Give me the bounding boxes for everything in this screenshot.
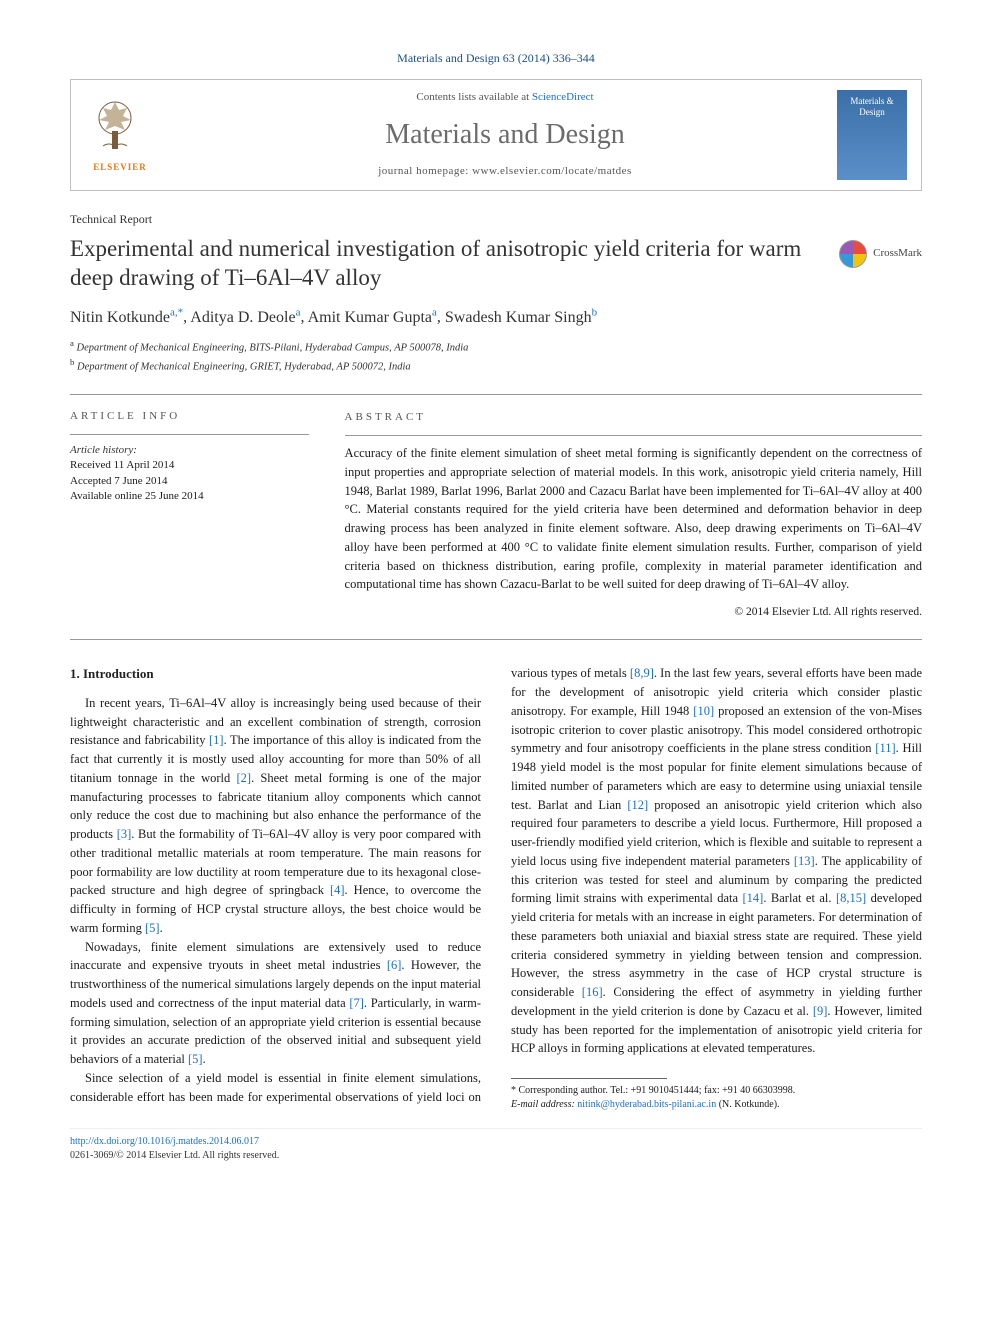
body-columns: 1. Introduction In recent years, Ti–6Al–… [70, 664, 922, 1112]
abstract-heading: ABSTRACT [345, 409, 922, 426]
citation-link[interactable]: [10] [693, 704, 714, 718]
footnotes: * Corresponding author. Tel.: +91 901045… [511, 1084, 922, 1112]
author-list: Nitin Kotkundea,*, Aditya D. Deolea, Ami… [70, 305, 922, 329]
issn-copyright: 0261-3069/© 2014 Elsevier Ltd. All right… [70, 1149, 922, 1163]
section-heading: 1. Introduction [70, 664, 481, 684]
article-info-heading: ARTICLE INFO [70, 409, 309, 424]
abstract-text: Accuracy of the finite element simulatio… [345, 444, 922, 594]
corresponding-mark: * [178, 306, 184, 318]
footnote-separator [511, 1078, 667, 1079]
citation-link[interactable]: [9] [813, 1004, 828, 1018]
sciencedirect-link[interactable]: ScienceDirect [532, 91, 594, 103]
email-link[interactable]: nitink@hyderabad.bits-pilani.ac.in [577, 1099, 716, 1110]
author-name: Nitin Kotkunde [70, 309, 170, 326]
contents-prefix: Contents lists available at [416, 91, 531, 103]
author-aff: a [296, 306, 301, 318]
body-paragraph: Nowadays, finite element simulations are… [70, 938, 481, 1069]
author: Swadesh Kumar Singhb [445, 309, 597, 326]
homepage-url: www.elsevier.com/locate/matdes [472, 165, 632, 177]
rule-top [70, 394, 922, 395]
abstract-rule [345, 435, 922, 436]
abstract-copyright: © 2014 Elsevier Ltd. All rights reserved… [345, 604, 922, 621]
author-aff: a [432, 306, 437, 318]
homepage-prefix: journal homepage: [378, 165, 472, 177]
corresponding-author-note: * Corresponding author. Tel.: +91 901045… [511, 1084, 922, 1098]
author-aff: a, [170, 306, 178, 318]
author-aff: b [592, 306, 598, 318]
author: Nitin Kotkundea,* [70, 309, 183, 326]
citation-link[interactable]: [8,9] [630, 666, 654, 680]
history-online: Available online 25 June 2014 [70, 489, 309, 504]
author: Amit Kumar Guptaa [308, 309, 437, 326]
affiliation-b: b Department of Mechanical Engineering, … [70, 356, 922, 375]
crossmark-badge[interactable]: CrossMark [839, 240, 922, 268]
body-paragraph: In recent years, Ti–6Al–4V alloy is incr… [70, 694, 481, 938]
citation-link[interactable]: [2] [237, 771, 252, 785]
citation-link[interactable]: [5] [145, 921, 160, 935]
email-label: E-mail address: [511, 1099, 577, 1110]
crossmark-label: CrossMark [873, 246, 922, 261]
journal-reference: Materials and Design 63 (2014) 336–344 [70, 50, 922, 67]
citation-link[interactable]: [16] [582, 985, 603, 999]
citation-link[interactable]: [1] [209, 733, 224, 747]
article-info-column: ARTICLE INFO Article history: Received 1… [70, 409, 309, 622]
publisher-name: ELSEVIER [85, 161, 155, 174]
citation-link[interactable]: [6] [387, 958, 402, 972]
author-name: Aditya D. Deole [190, 309, 295, 326]
page-footer: http://dx.doi.org/10.1016/j.matdes.2014.… [70, 1128, 922, 1163]
contents-available-line: Contents lists available at ScienceDirec… [173, 90, 837, 105]
info-rule [70, 434, 309, 435]
history-label: Article history: [70, 443, 309, 458]
cover-title: Materials & Design [841, 96, 903, 118]
journal-header-box: ELSEVIER Contents lists available at Sci… [70, 79, 922, 191]
journal-homepage-line: journal homepage: www.elsevier.com/locat… [173, 164, 837, 179]
rule-bottom [70, 639, 922, 640]
citation-link[interactable]: [14] [743, 891, 764, 905]
citation-link[interactable]: [7] [349, 996, 364, 1010]
abstract-column: ABSTRACT Accuracy of the finite element … [345, 409, 922, 622]
crossmark-icon [839, 240, 867, 268]
journal-title: Materials and Design [173, 115, 837, 154]
citation-link[interactable]: [12] [627, 798, 648, 812]
affiliation-a: a Department of Mechanical Engineering, … [70, 337, 922, 356]
citation-link[interactable]: [5] [188, 1052, 203, 1066]
doi-link[interactable]: http://dx.doi.org/10.1016/j.matdes.2014.… [70, 1136, 259, 1147]
citation-link[interactable]: [3] [117, 827, 132, 841]
history-received: Received 11 April 2014 [70, 458, 309, 473]
history-accepted: Accepted 7 June 2014 [70, 474, 309, 489]
email-who: (N. Kotkunde). [716, 1099, 779, 1110]
email-line: E-mail address: nitink@hyderabad.bits-pi… [511, 1098, 922, 1112]
citation-link[interactable]: [13] [794, 854, 815, 868]
citation-link[interactable]: [4] [330, 883, 345, 897]
article-title: Experimental and numerical investigation… [70, 234, 823, 294]
affiliations: a Department of Mechanical Engineering, … [70, 337, 922, 376]
article-type: Technical Report [70, 211, 922, 228]
author: Aditya D. Deolea [190, 309, 300, 326]
journal-cover-thumbnail: Materials & Design [837, 90, 907, 180]
publisher-logo: ELSEVIER [85, 96, 155, 174]
elsevier-tree-icon [85, 96, 145, 156]
author-name: Swadesh Kumar Singh [445, 309, 592, 326]
citation-link[interactable]: [8,15] [836, 891, 866, 905]
citation-link[interactable]: [11] [875, 741, 895, 755]
author-name: Amit Kumar Gupta [308, 309, 432, 326]
